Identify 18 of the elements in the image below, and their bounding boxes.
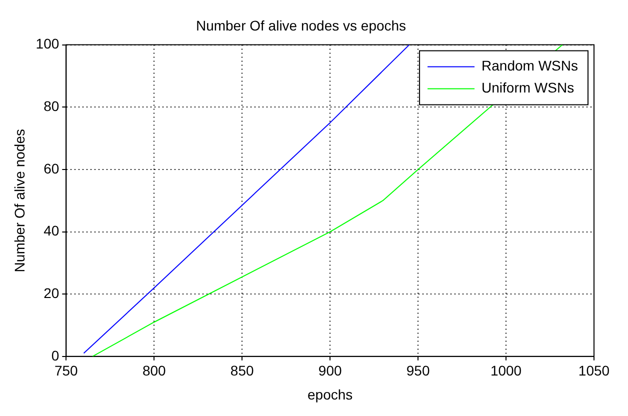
x-tick-label: 1050 — [578, 362, 610, 379]
chart-title: Number Of alive nodes vs epochs — [196, 17, 406, 34]
y-axis-title: Number Of alive nodes — [11, 129, 28, 272]
y-tick-label: 100 — [36, 36, 60, 52]
x-tick-label: 750 — [54, 362, 78, 379]
x-tick-label: 950 — [406, 362, 430, 379]
y-tick-label: 40 — [44, 222, 60, 239]
x-tick-label: 800 — [142, 362, 166, 379]
y-tick-label: 20 — [44, 284, 60, 301]
y-tick-label: 80 — [44, 98, 60, 114]
x-tick-label: 1000 — [490, 362, 522, 379]
x-axis-title: epochs — [308, 386, 353, 402]
legend-label: Uniform WSNs — [482, 80, 574, 96]
legend-label: Random WSNs — [482, 58, 578, 74]
y-tick-label: 60 — [44, 160, 60, 176]
x-tick-label: 850 — [230, 362, 254, 379]
x-tick-label: 900 — [318, 362, 342, 379]
y-tick-label: 0 — [51, 347, 60, 364]
